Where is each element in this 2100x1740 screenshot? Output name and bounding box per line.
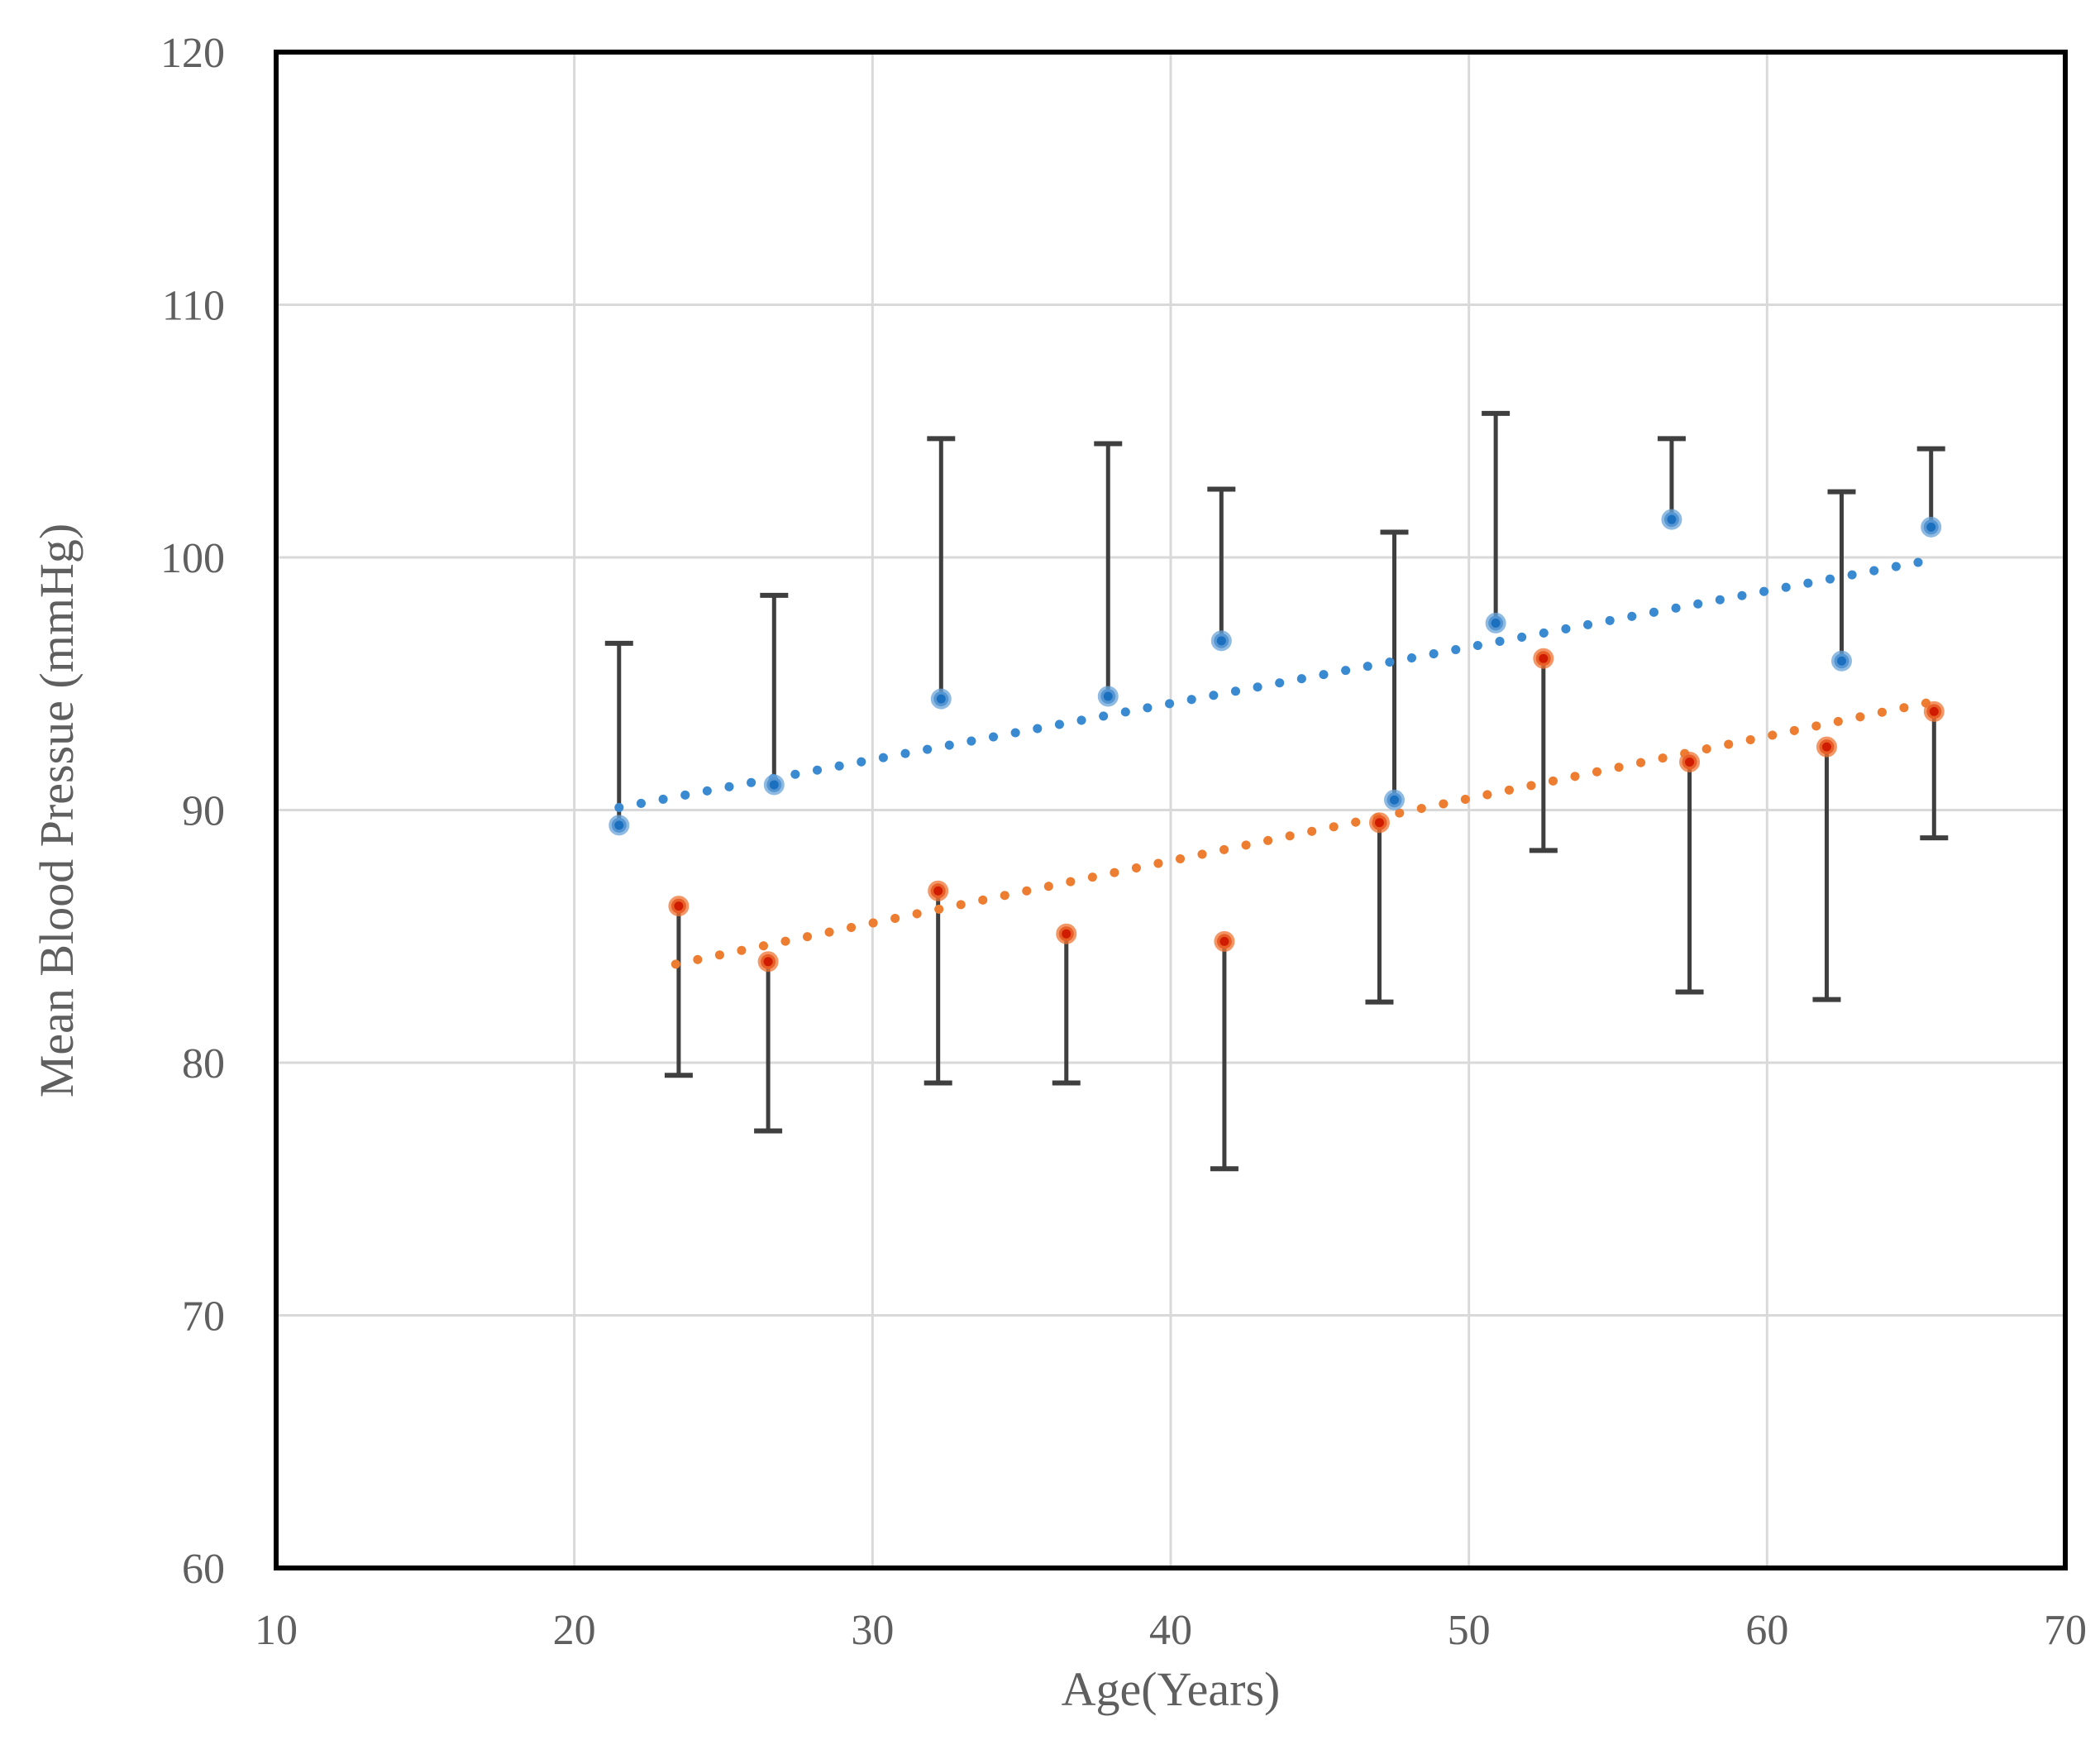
blue-series-point — [1831, 650, 1852, 672]
plot-border — [274, 50, 2068, 1570]
red-series-point — [1679, 751, 1701, 772]
x-tick-label: 50 — [1448, 1607, 1491, 1654]
red-series-point — [1923, 700, 1945, 722]
x-tick-label: 40 — [1149, 1607, 1192, 1654]
gridlines-layer — [276, 52, 2065, 1568]
blue-series-point — [1661, 509, 1682, 530]
data-points-layer — [609, 509, 1945, 973]
red-series-point — [1214, 930, 1235, 952]
blue-series-trendline — [614, 555, 1936, 812]
x-tick-label: 70 — [2044, 1607, 2087, 1654]
x-tick-label: 60 — [1745, 1607, 1788, 1654]
x-tick-label: 10 — [255, 1607, 298, 1654]
y-tick-label: 60 — [182, 1546, 225, 1593]
blue-series-point — [1097, 686, 1119, 707]
blue-series-point — [1210, 630, 1232, 652]
red-series-point — [1056, 923, 1077, 944]
error-bars-layer — [604, 410, 1949, 1172]
y-tick-label: 120 — [160, 30, 225, 77]
red-series-trendline — [671, 696, 1939, 969]
tick-labels-layer: 10 20 30 40 50 60 70 60 70 80 90 100 110 120 — [160, 30, 2087, 1654]
y-tick-label: 70 — [182, 1293, 225, 1341]
x-tick-label: 20 — [553, 1607, 596, 1654]
blue-series-point — [930, 688, 952, 710]
blue-series-point — [1485, 612, 1506, 633]
blue-series-point — [1384, 789, 1405, 810]
blue-series-point — [1921, 516, 1942, 538]
x-axis-title: Age(Years) — [1062, 1662, 1281, 1716]
x-tick-label: 30 — [851, 1607, 894, 1654]
y-tick-label: 100 — [160, 535, 225, 582]
red-series-point — [757, 951, 779, 973]
red-series-point — [668, 896, 690, 917]
blue-series-point — [763, 774, 785, 796]
red-series-point — [1368, 812, 1390, 834]
y-axis-title: Mean Blood Pressue (mmHg) — [30, 523, 84, 1097]
red-series-point — [928, 880, 949, 901]
y-tick-label: 80 — [182, 1040, 225, 1088]
blue-series-point — [609, 815, 630, 836]
red-series-point — [1533, 648, 1554, 669]
trendlines-layer — [614, 555, 1939, 969]
y-tick-label: 110 — [162, 283, 225, 330]
y-tick-label: 90 — [182, 788, 225, 835]
red-series-point — [1816, 736, 1837, 758]
